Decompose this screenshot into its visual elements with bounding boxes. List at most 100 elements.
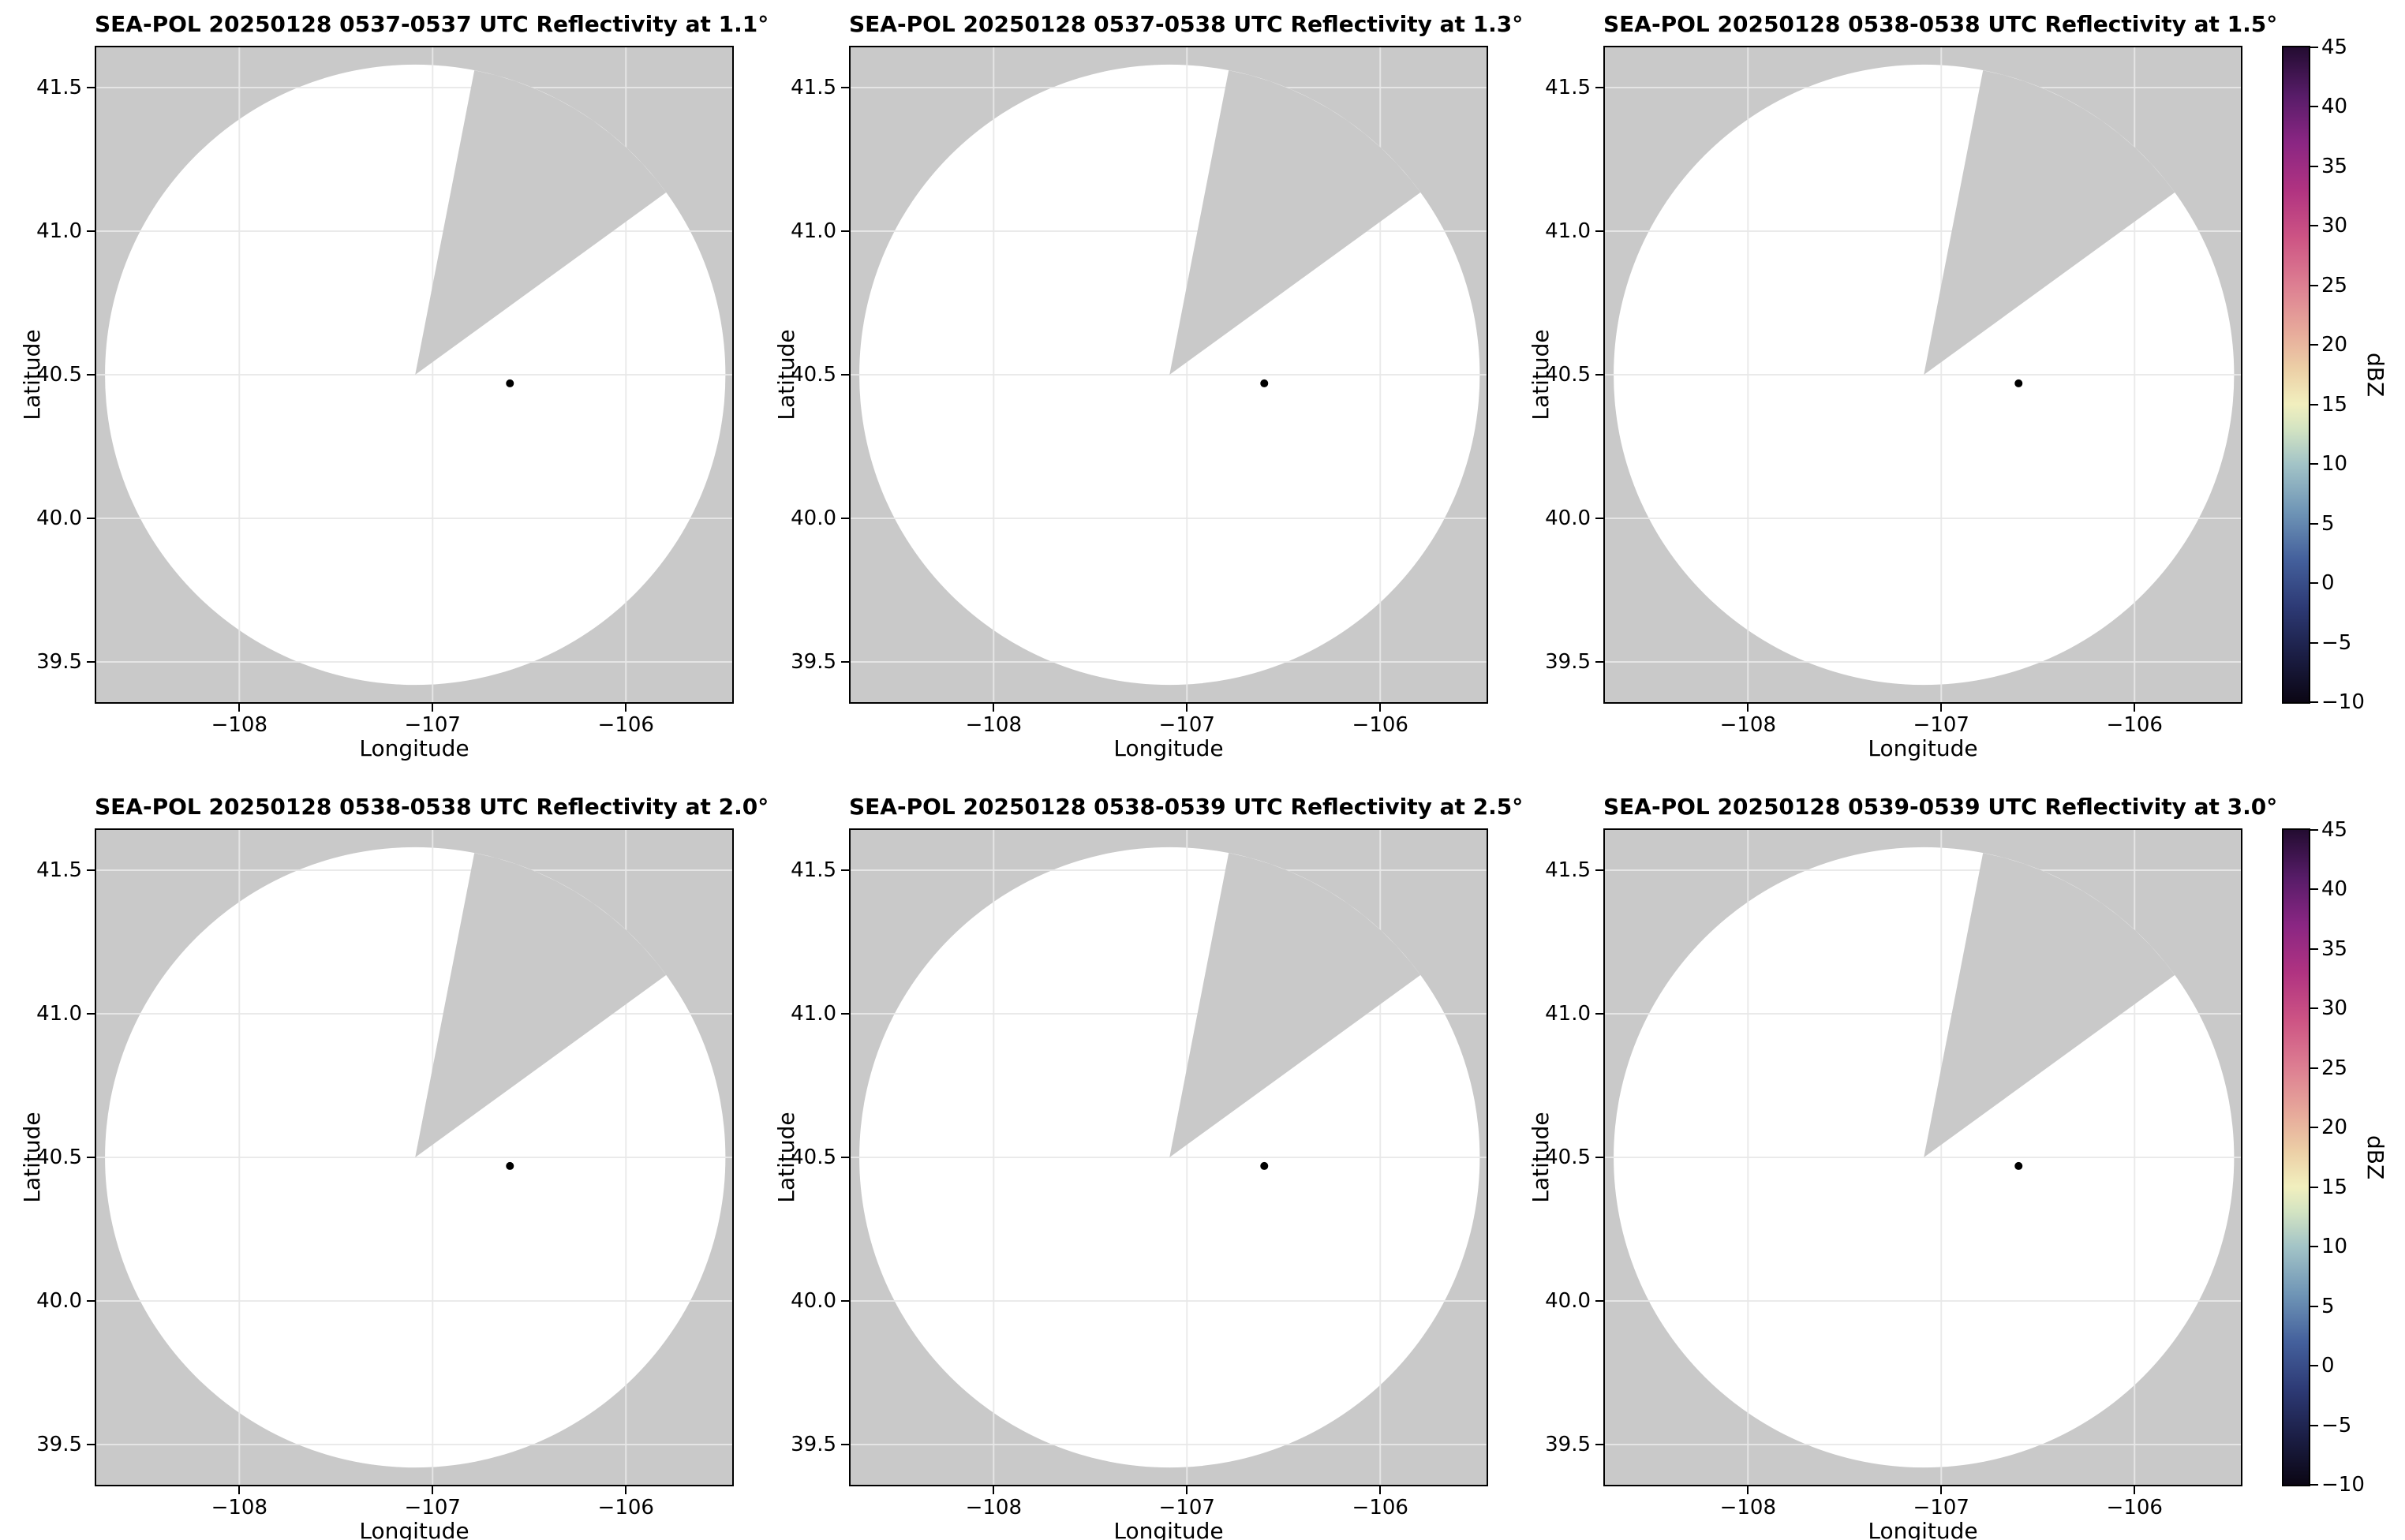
colorbar-tick-label: 5 [2321, 511, 2335, 536]
y-tick-mark [1595, 869, 1603, 871]
y-tick-mark [87, 1300, 95, 1303]
colorbar-ticks: 45 40 35 30 25 20 15 10 5 0 −5 −10 [2310, 36, 2365, 714]
plot-row: Latitude 39.5 40.0 40.5 41.0 41.5 [1528, 46, 2242, 704]
panel-title: SEA-POL 20250128 0539-0539 UTC Reflectiv… [1603, 794, 2278, 820]
x-tick-label: −108 [965, 713, 1022, 737]
y-tick-label: 40.0 [36, 506, 82, 531]
x-tick-label: −106 [1352, 713, 1408, 737]
y-tick-label: 39.5 [791, 650, 836, 675]
x-tick-label: −106 [2106, 1496, 2163, 1519]
y-tick-mark [1595, 1012, 1603, 1015]
colorbar-tick-label: 0 [2321, 571, 2335, 596]
plot-row: Latitude 39.5 40.0 40.5 41.0 41.5 [1528, 828, 2242, 1486]
colorbar-tick-mark [2310, 522, 2318, 525]
y-tick-label: 39.5 [1545, 650, 1591, 675]
colorbar-tick-label: 30 [2321, 996, 2348, 1021]
y-tick-mark [1595, 1157, 1603, 1158]
y-tick-label: 41.5 [791, 858, 836, 882]
panel-row-2: SEA-POL 20250128 0538-0538 UTC Reflectiv… [19, 794, 2405, 1540]
radar-ppi-plot [1605, 47, 2241, 702]
y-tick-label: 39.5 [1545, 1433, 1591, 1457]
colorbar-tick-label: 10 [2321, 452, 2348, 477]
y-tick-label: 40.5 [36, 363, 82, 387]
x-tick-label: −108 [211, 1496, 267, 1519]
x-axis-label: Longitude [1113, 735, 1224, 761]
x-tick-mark [432, 704, 434, 712]
colorbar-tick-label: 25 [2321, 1056, 2348, 1080]
y-tick-mark [841, 869, 849, 871]
colorbar-tick-label: 20 [2321, 1116, 2348, 1140]
plot-row: Latitude 39.5 40.0 40.5 41.0 41.5 [773, 828, 1488, 1486]
radar-location-marker [506, 379, 514, 387]
radar-location-marker [506, 1161, 514, 1170]
y-tick-label: 40.0 [36, 1289, 82, 1314]
y-tick-label: 41.5 [1545, 75, 1591, 99]
colorbar-tick-label: 35 [2321, 936, 2348, 961]
y-tick-mark [87, 869, 95, 871]
colorbar-tick-label: 15 [2321, 392, 2348, 417]
colorbar-tick-mark [2310, 641, 2318, 644]
y-tick-label: 40.0 [791, 1289, 836, 1314]
plot-area [1603, 46, 2242, 704]
radar-panel: SEA-POL 20250128 0538-0539 UTC Reflectiv… [773, 794, 1523, 1540]
x-tick-label: −107 [1913, 713, 1969, 737]
radar-ppi-plot [96, 47, 732, 702]
y-tick-mark [87, 661, 95, 663]
x-axis-label: Longitude [359, 735, 469, 761]
y-tick-label: 41.5 [1545, 858, 1591, 882]
colorbar-row-1: 45 40 35 30 25 20 15 10 5 0 −5 −10 dBZ [2282, 36, 2388, 714]
x-tick-mark [1940, 1486, 1943, 1494]
colorbar-tick-label: 30 [2321, 214, 2348, 238]
y-axis-ticks: 39.5 40.0 40.5 41.0 41.5 [1545, 46, 1603, 704]
x-tick-label: −108 [1719, 1496, 1776, 1519]
y-tick-mark [841, 1157, 849, 1158]
y-axis-ticks: 39.5 40.0 40.5 41.0 41.5 [791, 828, 849, 1486]
missing-data-sector [1169, 853, 1421, 1157]
x-axis-ticks: −108 −107 −106 [849, 1486, 1488, 1519]
y-axis-ticks: 39.5 40.0 40.5 41.0 41.5 [1545, 828, 1603, 1486]
x-axis-ticks: −108 −107 −106 [849, 704, 1488, 737]
colorbar-tick-label: −10 [2321, 1473, 2365, 1497]
y-tick-label: 40.5 [791, 1146, 836, 1169]
colorbar-tick-label: 15 [2321, 1175, 2348, 1199]
y-tick-mark [1595, 1444, 1603, 1446]
y-tick-label: 41.5 [791, 75, 836, 99]
y-tick-label: 39.5 [791, 1433, 836, 1457]
y-tick-label: 40.5 [1545, 363, 1591, 387]
missing-data-sector [1924, 853, 2175, 1157]
y-tick-mark [87, 518, 95, 520]
colorbar-tick-label: 0 [2321, 1354, 2335, 1378]
y-axis-ticks: 39.5 40.0 40.5 41.0 41.5 [791, 46, 849, 704]
y-tick-label: 40.0 [1545, 506, 1591, 531]
y-tick-mark [87, 374, 95, 376]
radar-ppi-plot [851, 47, 1487, 702]
panel-title: SEA-POL 20250128 0538-0538 UTC Reflectiv… [1603, 11, 2278, 37]
panel-title: SEA-POL 20250128 0537-0537 UTC Reflectiv… [95, 11, 769, 37]
colorbar-ticks: 45 40 35 30 25 20 15 10 5 0 −5 −10 [2310, 818, 2365, 1497]
y-tick-mark [87, 1444, 95, 1446]
x-tick-mark [1747, 1486, 1749, 1494]
y-tick-label: 39.5 [36, 1433, 82, 1457]
y-tick-mark [87, 230, 95, 232]
radar-ppi-plot [1605, 830, 2241, 1485]
y-tick-mark [1595, 518, 1603, 520]
y-tick-label: 41.0 [791, 219, 836, 243]
x-axis-ticks: −108 −107 −106 [1603, 704, 2242, 737]
colorbar-row-2: 45 40 35 30 25 20 15 10 5 0 −5 −10 dBZ [2282, 818, 2388, 1497]
colorbar-tick-mark [2310, 344, 2318, 346]
colorbar-tick-mark [2310, 165, 2318, 167]
y-tick-mark [1595, 230, 1603, 232]
radar-panel: SEA-POL 20250128 0538-0538 UTC Reflectiv… [19, 794, 769, 1540]
colorbar-tick-mark [2310, 225, 2318, 227]
y-tick-label: 41.0 [791, 1001, 836, 1026]
x-tick-label: −106 [597, 713, 654, 737]
colorbar-tick-mark [2310, 1007, 2318, 1010]
panel-row-1: SEA-POL 20250128 0537-0537 UTC Reflectiv… [19, 11, 2405, 762]
x-axis-label: Longitude [1868, 735, 1978, 761]
colorbar-tick-mark [2310, 701, 2318, 703]
colorbar-tick-label: 45 [2321, 818, 2348, 842]
colorbar-tick-mark [2310, 1127, 2318, 1129]
radar-location-marker [1260, 379, 1269, 387]
colorbar-label: dBZ [2362, 352, 2388, 398]
